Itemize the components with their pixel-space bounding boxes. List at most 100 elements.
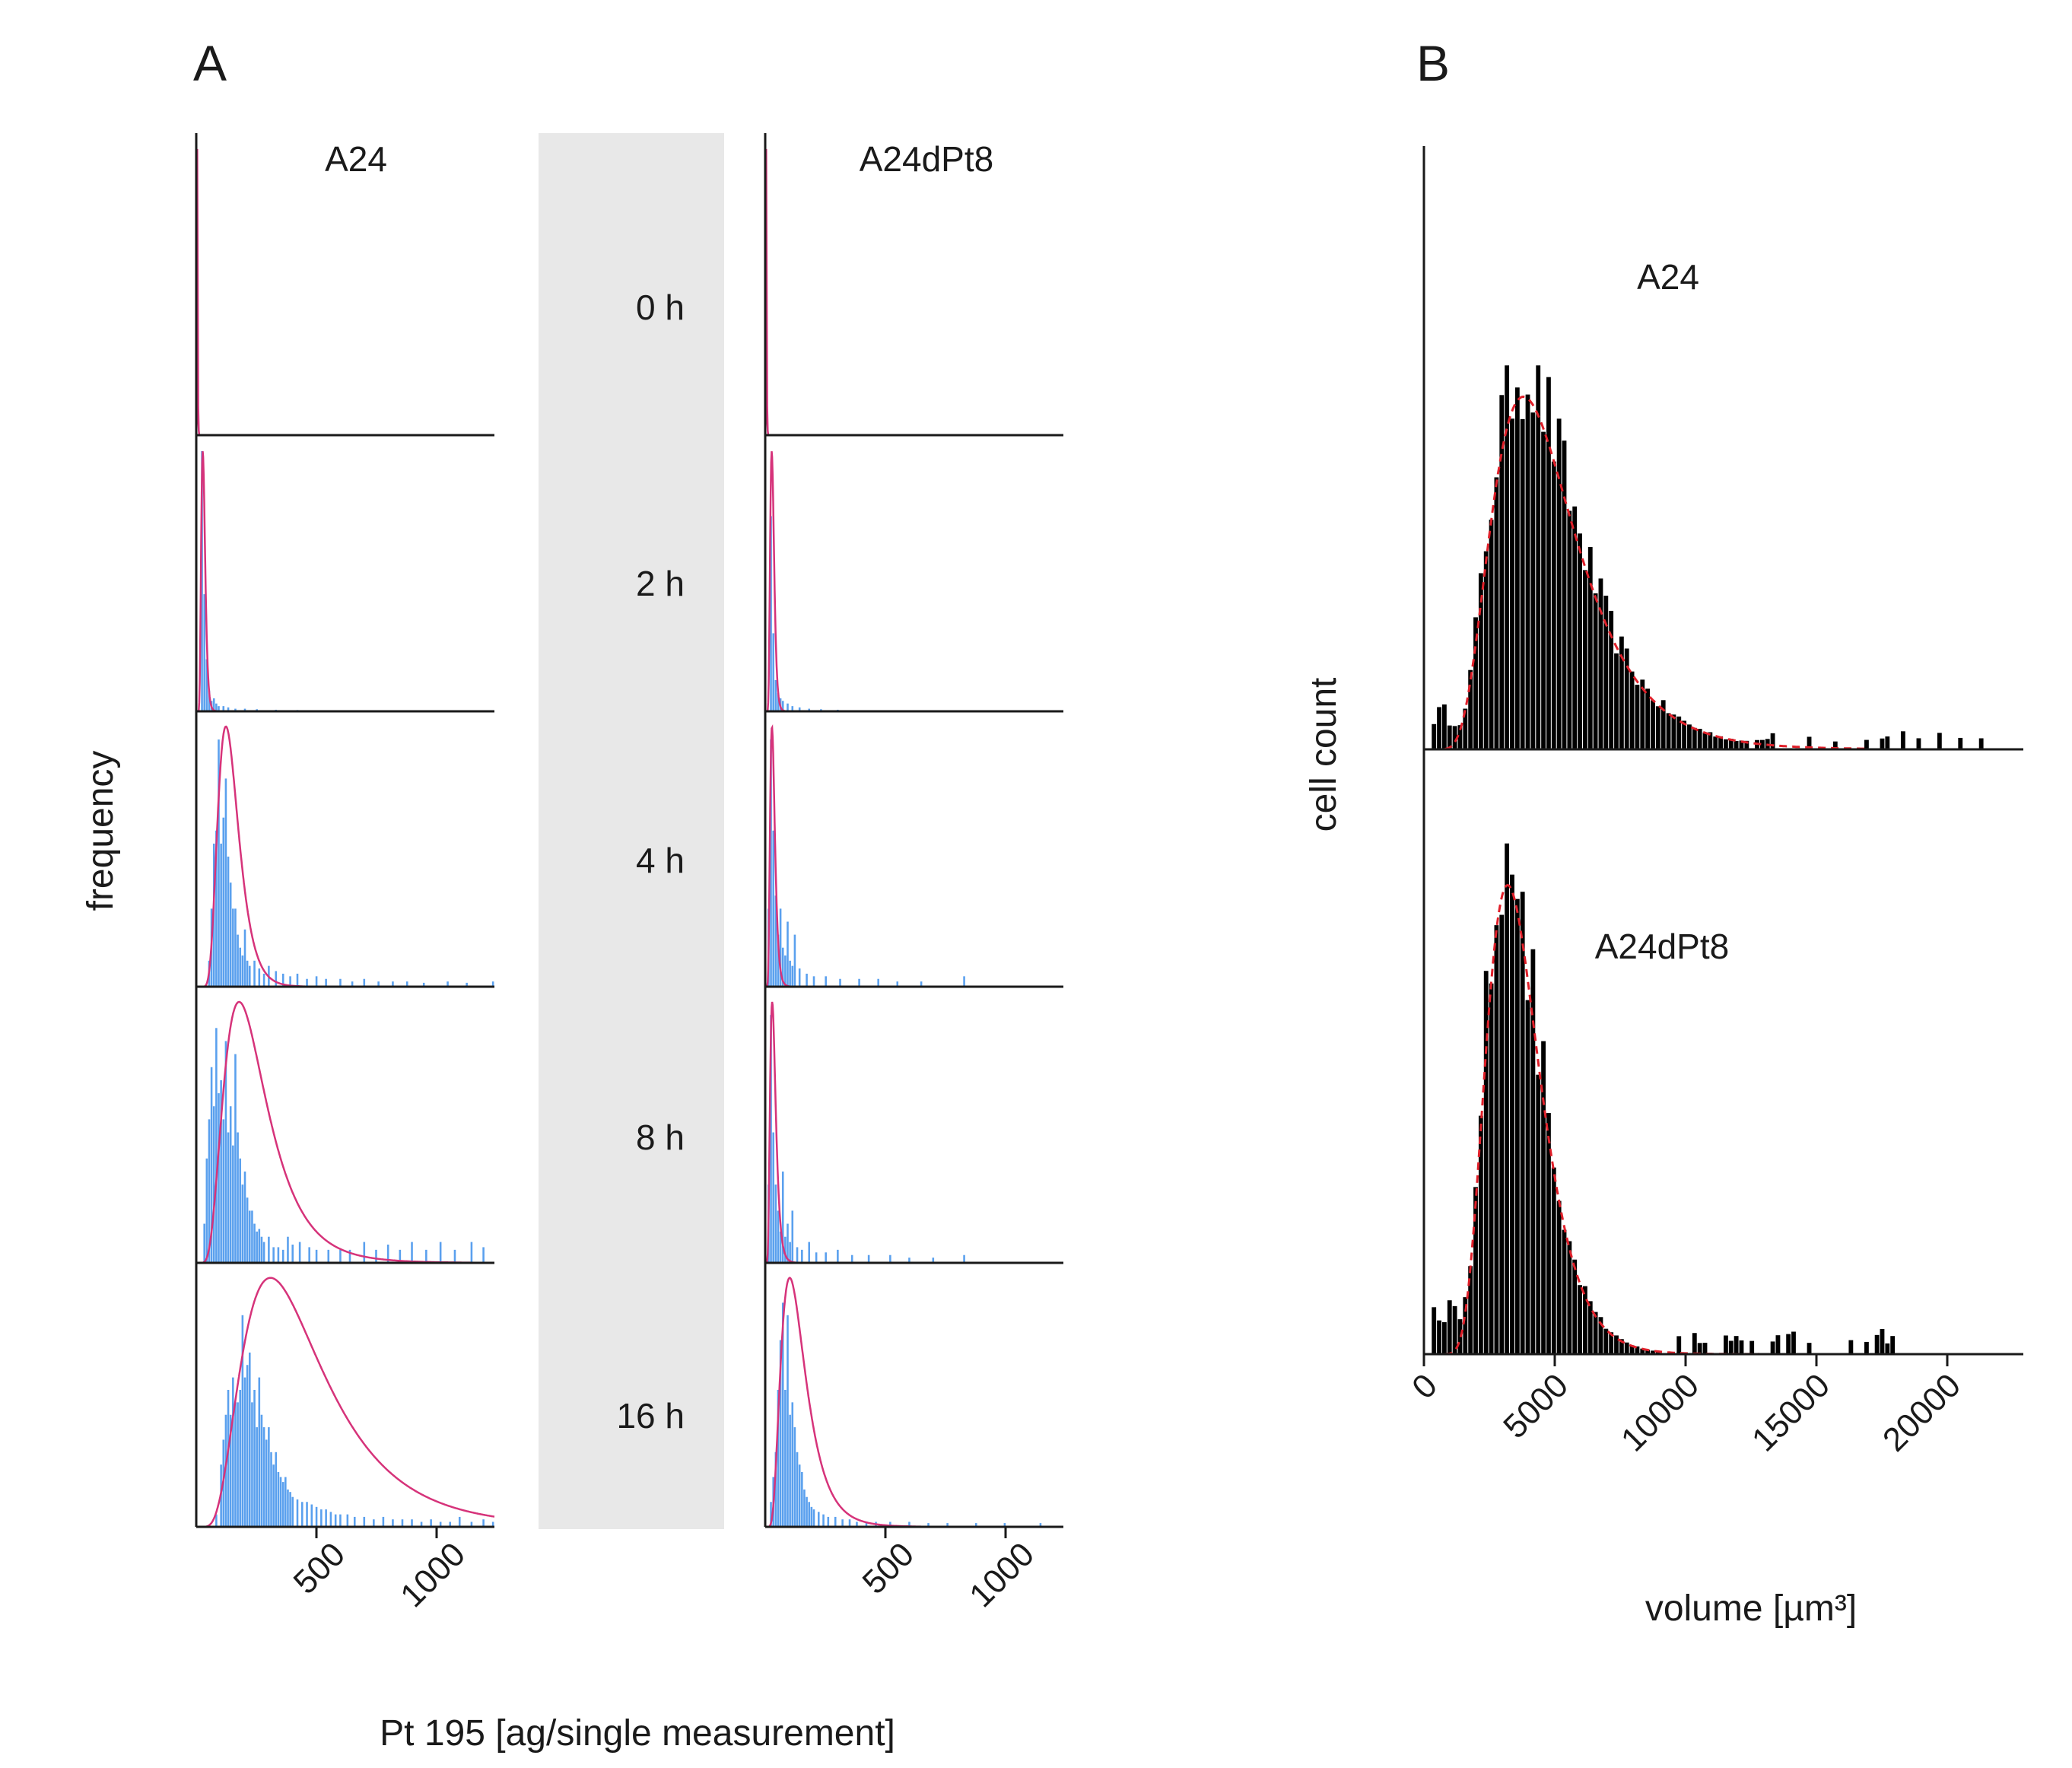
- histogram-bar-a24-16h-53: [449, 1522, 451, 1527]
- histogram-bar-a24-4h-25: [296, 973, 299, 987]
- histogram-bar-a24dpt8-2h-6: [787, 703, 789, 711]
- histogram-bar-a24-49: [1687, 724, 1692, 749]
- histogram-bar-a24dpt8-1: [1437, 1320, 1441, 1354]
- histogram-bar-a24-16: [1514, 387, 1520, 749]
- histogram-bar-a24dpt8-8h-22: [963, 1254, 965, 1263]
- histogram-bar-a24-8h-3: [210, 1067, 213, 1263]
- histogram-bar-a24-8h-44: [439, 1242, 442, 1263]
- histogram-bar-a24-8h-29: [281, 1249, 284, 1263]
- histogram-bar-a24-16h-48: [401, 1519, 404, 1527]
- histogram-bar-a24-16h-47: [392, 1519, 394, 1527]
- histogram-bar-a24-43: [1655, 706, 1660, 749]
- histogram-bar-a24-2h-2: [205, 659, 208, 711]
- histogram-bar-a24dpt8-4h-15: [825, 976, 827, 987]
- histogram-bar-a24dpt8-8h-4: [777, 1210, 780, 1263]
- histogram-bar-a24-16h-27: [281, 1482, 284, 1527]
- facet-a24dpt8-2h: [765, 451, 1063, 713]
- histogram-bar-a24-26: [1567, 510, 1572, 749]
- histogram-bar-a24-50: [1692, 727, 1697, 749]
- histogram-bar-a24dpt8-20: [1536, 1074, 1541, 1354]
- histogram-bar-a24dpt8-13: [1499, 914, 1505, 1354]
- histogram-bar-a24dpt8-8h-20: [908, 1258, 910, 1263]
- histogram-bar-a24dpt8-16h-15: [806, 1496, 808, 1527]
- histogram-bar-a24dpt8-4h-10: [791, 965, 794, 987]
- histogram-bar-a24-4h-19: [258, 968, 261, 987]
- histogram-bar-a24dpt8-8h-15: [825, 1252, 827, 1263]
- histogram-bar-a24dpt8-55: [1786, 1334, 1791, 1354]
- histogram-bar-a24dpt8-16h-18: [812, 1509, 815, 1527]
- histogram-bar-a24-8h-2: [208, 1119, 211, 1263]
- histogram-bar-a24dpt8-2h-8: [798, 707, 801, 711]
- histogram-bar-a24dpt8-32: [1598, 1317, 1603, 1354]
- panel-b-tick-label-20000: 20000: [1876, 1366, 1968, 1458]
- histogram-bar-a24dpt8-4h-16: [839, 978, 841, 987]
- histogram-bar-a24-4h-6: [222, 817, 225, 987]
- histogram-bar-a24-16h-54: [458, 1516, 461, 1527]
- histogram-bar-a24-8h-27: [272, 1247, 275, 1263]
- histogram-bar-a24-55: [1718, 736, 1723, 749]
- histogram-bar-a24-8h-43: [425, 1249, 427, 1263]
- histogram-bar-a24-8h-11: [229, 1106, 232, 1263]
- histogram-bar-a24-40: [1640, 679, 1645, 749]
- histogram-bar-a24dpt8-4h-12: [798, 968, 801, 987]
- histogram-bar-a24-4h-24: [289, 976, 291, 987]
- histogram-bar-a24-16h-50: [420, 1522, 423, 1527]
- panel-b-a24-histogram: [1424, 365, 2023, 751]
- histogram-bar-a24-16h-22: [270, 1452, 272, 1527]
- histogram-bar-a24dpt8-4h-17: [858, 978, 860, 987]
- histogram-bar-a24dpt8-41: [1645, 1350, 1651, 1354]
- histogram-bar-a24dpt8-16h-0: [770, 1502, 772, 1527]
- histogram-bar-a24-37: [1624, 648, 1629, 749]
- histogram-bar-a24-68: [1880, 738, 1885, 749]
- histogram-bar-a24-65: [1807, 736, 1812, 749]
- histogram-bar-a24dpt8-16h-23: [841, 1519, 844, 1527]
- histogram-bar-a24-4h-12: [237, 934, 239, 987]
- histogram-bar-a24-16h-19: [262, 1427, 265, 1527]
- histogram-bar-a24dpt8-4h-3: [774, 895, 777, 987]
- panel-b-a24-title: A24: [1637, 257, 1699, 297]
- histogram-bar-a24-4h-38: [491, 981, 494, 987]
- histogram-bar-a24-8h-20: [251, 1210, 253, 1263]
- histogram-bar-a24-16h-44: [363, 1516, 366, 1527]
- histogram-bar-a24dpt8-16h-12: [798, 1464, 801, 1527]
- histogram-bar-a24-8h-16: [241, 1184, 244, 1263]
- histogram-bar-a24-16h-10: [241, 1315, 244, 1527]
- histogram-bar-a24dpt8-63: [1890, 1336, 1896, 1354]
- histogram-bar-a24dpt8-40: [1640, 1348, 1645, 1354]
- histogram-bar-a24dpt8-16h-24: [848, 1519, 851, 1527]
- histogram-bar-a24-2h-9: [227, 707, 230, 711]
- histogram-bar-a24-8h-19: [248, 1210, 251, 1263]
- histogram-bar-a24-16h-56: [482, 1519, 485, 1527]
- facet-a24dpt8-0h: [764, 148, 1063, 437]
- histogram-bar-a24-12: [1494, 477, 1499, 749]
- fit-curve-a24dpt8-0h: [764, 148, 1063, 437]
- histogram-bar-a24dpt8-8h-12: [801, 1249, 803, 1263]
- histogram-bar-a24dpt8-54: [1775, 1335, 1781, 1354]
- fit-curve-a24-16h: [196, 1277, 495, 1528]
- histogram-bar-a24-4h-3: [215, 830, 218, 987]
- histogram-bar-a24dpt8-16h-14: [803, 1489, 806, 1527]
- histogram-bar-a24-16h-18: [260, 1414, 263, 1527]
- histogram-bar-a24-17: [1520, 418, 1525, 749]
- histogram-bar-a24dpt8-6: [1463, 1297, 1468, 1354]
- histogram-bar-a24-60: [1744, 740, 1749, 749]
- histogram-bar-a24-8h-18: [246, 1197, 249, 1263]
- histogram-bar-a24-16h-25: [277, 1471, 280, 1527]
- histogram-bar-a24-4h-35: [422, 982, 425, 987]
- histogram-bar-a24-4h-37: [466, 982, 468, 987]
- histogram-bar-a24-2h-5: [212, 698, 215, 711]
- histogram-bar-a24dpt8-16h-9: [791, 1402, 794, 1527]
- histogram-bar-a24-16h-35: [310, 1504, 313, 1527]
- histogram-bar-a24-5: [1457, 725, 1463, 749]
- histogram-bar-a24-16h-9: [239, 1389, 242, 1527]
- histogram-bar-a24-8h-47: [482, 1247, 485, 1263]
- histogram-bar-a24-8h-24: [260, 1236, 263, 1263]
- histogram-bar-a24-16h-23: [272, 1464, 275, 1527]
- histogram-bar-a24dpt8-16: [1514, 898, 1520, 1354]
- facet-a24-4h: [196, 725, 494, 988]
- histogram-bar-a24dpt8-60: [1874, 1334, 1880, 1354]
- histogram-bar-a24dpt8-8h-21: [932, 1258, 935, 1263]
- histogram-bar-a24dpt8-21: [1541, 1041, 1546, 1354]
- histogram-bar-a24-4h-29: [339, 978, 342, 987]
- histogram-bar-a24-4h-5: [220, 843, 222, 987]
